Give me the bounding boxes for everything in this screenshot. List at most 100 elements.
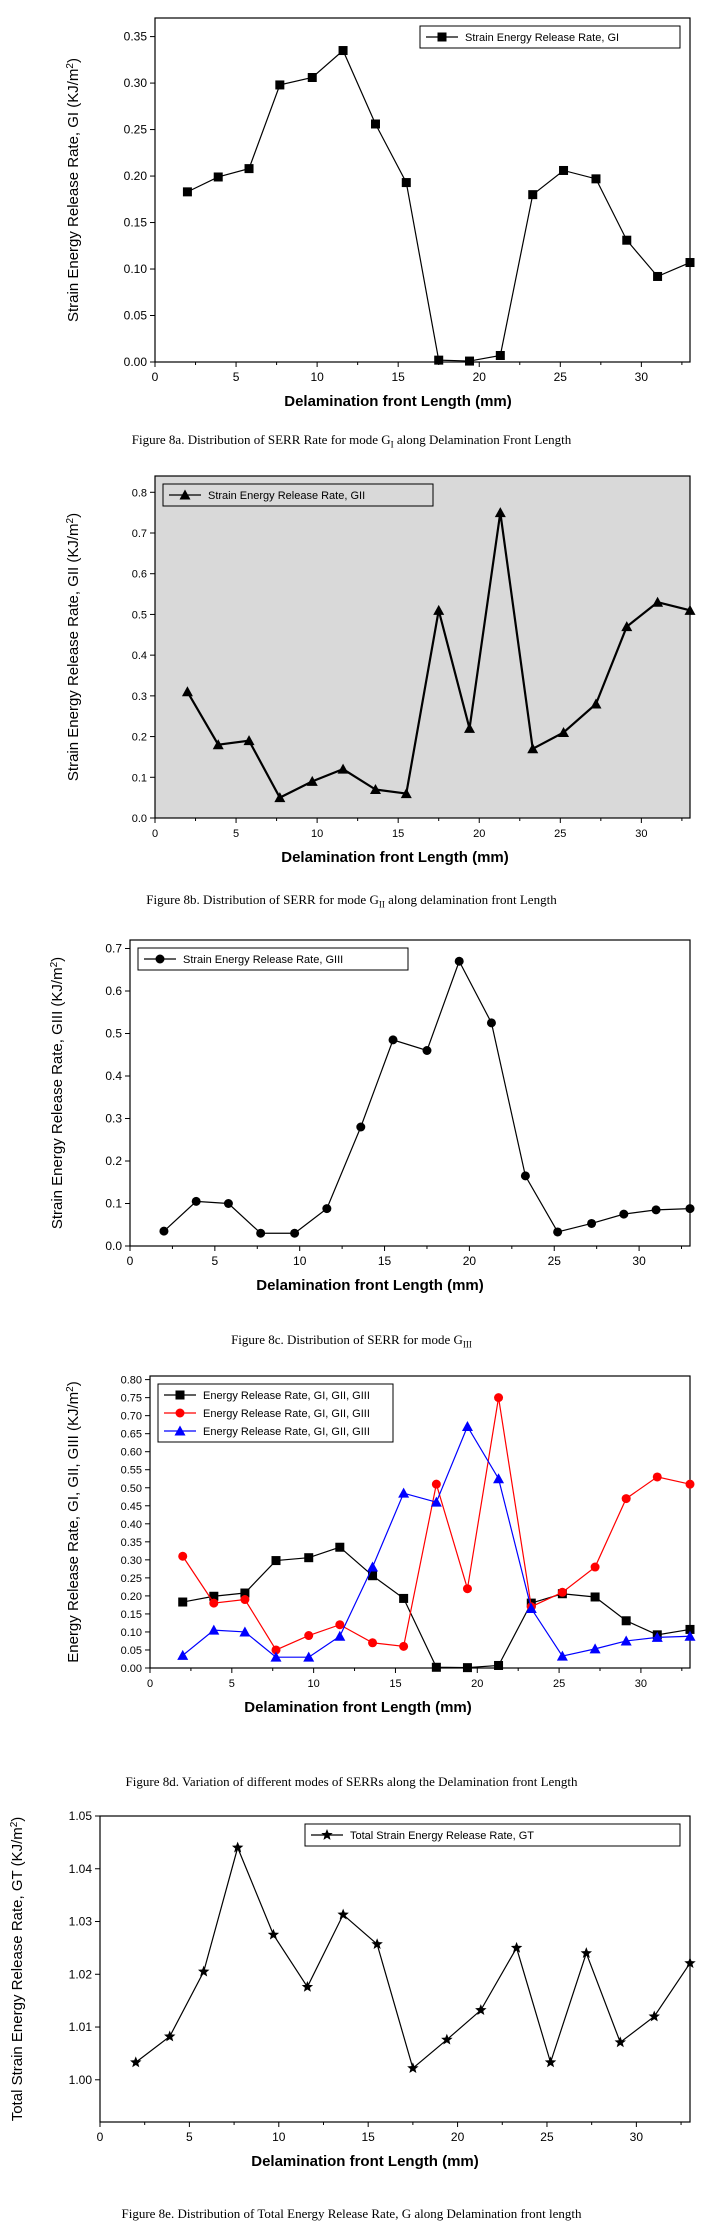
x-tick-label: 30 bbox=[635, 1678, 647, 1690]
series-0 bbox=[182, 46, 695, 366]
data-point bbox=[651, 1631, 663, 1642]
data-point bbox=[559, 165, 569, 175]
y-axis-label: Strain Energy Release Rate, GII (KJ/m2) bbox=[65, 513, 83, 781]
x-tick-label: 30 bbox=[635, 370, 649, 384]
data-point bbox=[322, 1204, 332, 1214]
data-point bbox=[303, 1651, 315, 1662]
y-tick-label: 1.03 bbox=[69, 1915, 93, 1929]
data-point bbox=[431, 1662, 441, 1672]
data-point bbox=[398, 1487, 410, 1498]
data-point bbox=[401, 178, 411, 188]
legend: Strain Energy Release Rate, GIII bbox=[137, 947, 409, 971]
data-point bbox=[528, 190, 538, 200]
legend-marker bbox=[174, 1425, 186, 1436]
series-0 bbox=[130, 1841, 696, 2074]
y-tick-label: 0.35 bbox=[121, 1537, 142, 1549]
figure-8c: 0 5 10 15 20 25 30 0.0 0.1 0.2 0.3 0.4 0.5 0.6 0.7 Dela… bbox=[0, 920, 703, 1360]
data-point bbox=[400, 788, 412, 799]
x-tick-label: 20 bbox=[473, 370, 487, 384]
data-point bbox=[181, 686, 193, 697]
x-axis-label: Delamination front Length (mm) bbox=[281, 849, 509, 866]
y-tick-label: 0.0 bbox=[132, 813, 147, 825]
y-tick-label: 0.05 bbox=[121, 1645, 142, 1657]
data-point bbox=[212, 739, 224, 750]
legend-label: Energy Release Rate, GI, GII, GIII bbox=[203, 1390, 370, 1402]
data-point bbox=[337, 1908, 349, 1920]
data-point bbox=[430, 1496, 442, 1507]
y-tick-label: 0.35 bbox=[124, 30, 148, 44]
data-point bbox=[527, 743, 539, 754]
y-tick-label: 0.80 bbox=[121, 1375, 142, 1387]
chart-8b: 0 5 10 15 20 25 30 0.0 0.1 0.2 0.3 0.4 0.5 0.6 0.7 0.8 D… bbox=[65, 475, 696, 866]
legend-box bbox=[304, 1823, 681, 1847]
y-tick-label: 0.0 bbox=[105, 1239, 122, 1253]
data-point bbox=[621, 1616, 631, 1626]
x-tick-label: 15 bbox=[378, 1254, 392, 1268]
data-point bbox=[622, 235, 632, 245]
data-point bbox=[685, 1479, 695, 1489]
y-tick-label: 0.05 bbox=[124, 309, 148, 323]
data-point bbox=[274, 792, 286, 803]
data-point bbox=[231, 1841, 244, 1853]
series-2 bbox=[177, 1420, 696, 1662]
x-tick-label: 30 bbox=[635, 828, 647, 840]
data-point bbox=[525, 1603, 537, 1614]
y-tick-label: 0.15 bbox=[121, 1609, 142, 1621]
x-tick-label: 20 bbox=[463, 1254, 477, 1268]
x-axis-label: Delamination front Length (mm) bbox=[256, 1277, 484, 1294]
data-point bbox=[240, 1595, 250, 1605]
legend: Energy Release Rate, GI, GII, GIII Energy… bbox=[157, 1383, 394, 1443]
data-point bbox=[182, 187, 192, 197]
y-tick-label: 1.05 bbox=[69, 1809, 93, 1823]
data-point bbox=[335, 1620, 345, 1630]
x-tick-label: 25 bbox=[540, 2130, 554, 2144]
data-point bbox=[239, 1626, 251, 1637]
data-point bbox=[270, 1651, 282, 1662]
data-point bbox=[306, 775, 318, 786]
legend-label: Strain Energy Release Rate, GIII bbox=[183, 954, 343, 966]
x-tick-label: 25 bbox=[553, 1678, 565, 1690]
y-tick-label: 1.00 bbox=[69, 2073, 93, 2087]
data-point bbox=[434, 355, 444, 365]
y-tick-label: 0.3 bbox=[105, 1112, 122, 1126]
data-point bbox=[399, 1641, 409, 1651]
data-point bbox=[271, 1645, 281, 1655]
data-point bbox=[335, 1542, 345, 1552]
y-tick-label: 0.8 bbox=[132, 487, 147, 499]
data-point bbox=[621, 621, 633, 632]
data-point bbox=[290, 1228, 300, 1238]
x-tick-label: 15 bbox=[392, 828, 404, 840]
legend: Total Strain Energy Release Rate, GT bbox=[304, 1823, 681, 1847]
y-tick-label: 0.20 bbox=[124, 169, 148, 183]
data-point bbox=[356, 1122, 366, 1132]
x-tick-label: 15 bbox=[392, 370, 406, 384]
data-point bbox=[494, 1393, 504, 1403]
data-point bbox=[197, 1965, 210, 1977]
x-tick-label: 0 bbox=[97, 2130, 104, 2144]
chart-8a: 0 5 10 15 20 25 30 0.00 0.05 0.10 0.15 0.20 0.25 0.30… bbox=[65, 17, 695, 410]
figure-8a: 0 5 10 15 20 25 30 0.00 0.05 0.10 0.15 0.20 0.25 0.30… bbox=[0, 0, 703, 460]
y-axis-label: Strain Energy Release Rate, GI (KJ/m2) bbox=[65, 58, 83, 322]
legend-box bbox=[419, 25, 681, 49]
x-axis-label: Delamination front Length (mm) bbox=[284, 393, 512, 410]
x-tick-label: 30 bbox=[632, 1254, 646, 1268]
caption-8b: Figure 8b. Distribution of SERR for mode… bbox=[146, 892, 557, 910]
y-tick-label: 0.5 bbox=[132, 609, 147, 621]
y-axis-label: Total Strain Energy Release Rate, GT (KJ… bbox=[9, 1817, 27, 2122]
legend-marker bbox=[321, 1829, 333, 1840]
y-tick-label: 0.1 bbox=[132, 772, 147, 784]
y-tick-label: 0.5 bbox=[105, 1027, 122, 1041]
data-point bbox=[243, 735, 255, 746]
data-point bbox=[399, 1593, 409, 1603]
data-point bbox=[368, 1638, 378, 1648]
data-point bbox=[553, 1227, 563, 1237]
data-point bbox=[495, 350, 505, 360]
y-tick-label: 0.50 bbox=[121, 1483, 142, 1495]
data-point bbox=[462, 1584, 472, 1594]
legend-box bbox=[157, 1383, 394, 1443]
data-point bbox=[510, 1941, 523, 1953]
plot-frame bbox=[154, 17, 691, 363]
data-point bbox=[307, 73, 317, 83]
data-point bbox=[580, 1947, 593, 1959]
x-tick-label: 10 bbox=[272, 2130, 286, 2144]
